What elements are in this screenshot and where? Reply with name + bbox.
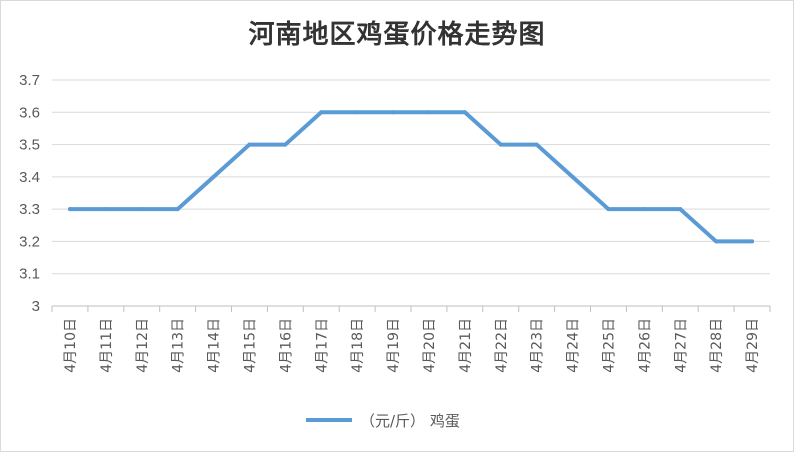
data-point bbox=[283, 142, 288, 147]
x-tick-label: 4月18日 bbox=[350, 318, 366, 373]
data-point bbox=[355, 110, 360, 115]
data-point bbox=[714, 239, 719, 244]
data-point bbox=[642, 207, 647, 212]
x-tick-label: 4月13日 bbox=[171, 318, 187, 373]
data-point bbox=[498, 142, 503, 147]
x-tick-label: 4月20日 bbox=[422, 318, 438, 373]
data-point bbox=[570, 174, 575, 179]
data-point bbox=[211, 174, 216, 179]
data-point bbox=[139, 207, 144, 212]
data-point bbox=[534, 142, 539, 147]
legend: （元/斤） 鸡蛋 bbox=[306, 408, 460, 432]
y-tick-label: 3.4 bbox=[19, 169, 40, 186]
x-tick-label: 4月27日 bbox=[673, 318, 689, 373]
y-tick-label: 3.1 bbox=[19, 266, 40, 283]
x-tick-label: 4月26日 bbox=[637, 318, 653, 373]
data-point bbox=[462, 110, 467, 115]
x-tick-label: 4月10日 bbox=[63, 318, 79, 373]
x-tick-label: 4月29日 bbox=[745, 318, 761, 373]
y-tick-label: 3.2 bbox=[19, 233, 40, 250]
y-tick-label: 3.7 bbox=[19, 72, 40, 89]
y-tick-label: 3.5 bbox=[19, 137, 40, 154]
y-tick-label: 3.3 bbox=[19, 201, 40, 218]
x-tick-label: 4月25日 bbox=[601, 318, 617, 373]
data-point bbox=[750, 239, 755, 244]
y-tick-label: 3 bbox=[32, 298, 40, 315]
x-tick-label: 4月21日 bbox=[458, 318, 474, 373]
data-point bbox=[319, 110, 324, 115]
x-tick-label: 4月11日 bbox=[99, 318, 115, 373]
data-point bbox=[391, 110, 396, 115]
chart-title: 河南地区鸡蛋价格走势图 bbox=[248, 20, 546, 50]
y-axis: 3 3.1 3.2 3.3 3.4 3.5 3.6 3.7 bbox=[19, 72, 40, 315]
series-layer bbox=[67, 110, 755, 244]
x-tick-label: 4月17日 bbox=[314, 318, 330, 373]
x-tick-label: 4月15日 bbox=[242, 318, 258, 373]
data-point bbox=[426, 110, 431, 115]
x-tick-label: 4月28日 bbox=[709, 318, 725, 373]
x-tick-label: 4月14日 bbox=[207, 318, 223, 373]
data-point bbox=[247, 142, 252, 147]
y-tick-label: 3.6 bbox=[19, 104, 40, 121]
x-tick-label: 4月23日 bbox=[530, 318, 546, 373]
x-tick-label: 4月16日 bbox=[278, 318, 294, 373]
x-tick-label: 4月19日 bbox=[386, 318, 402, 373]
data-point bbox=[606, 207, 611, 212]
series-line bbox=[67, 110, 755, 244]
data-point bbox=[175, 207, 180, 212]
x-tick-label: 4月12日 bbox=[135, 318, 151, 373]
data-point bbox=[67, 207, 72, 212]
data-point bbox=[103, 207, 108, 212]
data-point bbox=[678, 207, 683, 212]
x-axis: 4月10日 4月11日 4月12日 4月13日 4月14日 4月15日 4月16日 4月17日… bbox=[51, 306, 771, 373]
legend-line-swatch bbox=[306, 418, 352, 422]
x-tick-label: 4月24日 bbox=[566, 318, 582, 373]
x-tick-label: 4月22日 bbox=[494, 318, 510, 373]
legend-label: （元/斤） 鸡蛋 bbox=[360, 411, 460, 430]
